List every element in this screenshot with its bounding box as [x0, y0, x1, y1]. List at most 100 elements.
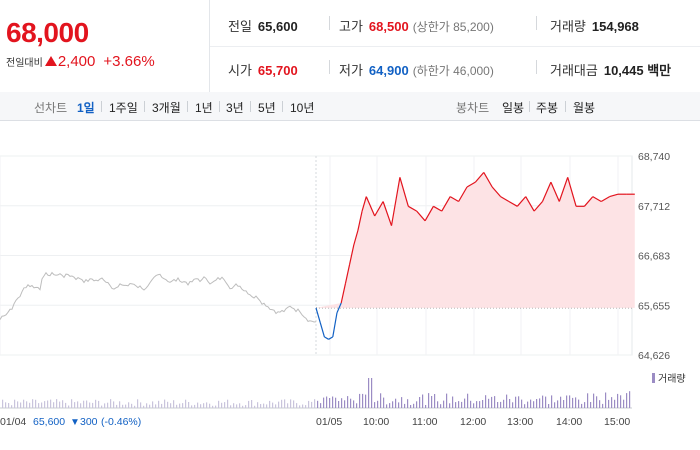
volume-bar — [479, 401, 481, 408]
prev-day-series — [0, 271, 317, 323]
volume-legend-swatch — [652, 373, 655, 383]
stat-separator — [329, 60, 330, 74]
volume-bar — [488, 398, 490, 408]
volume-bar — [188, 402, 190, 408]
y-tick-label: 68,740 — [638, 151, 670, 163]
prev-day-line — [0, 271, 317, 323]
volume-bar — [68, 405, 70, 408]
volume-bar — [128, 402, 130, 408]
volume-bar — [35, 399, 37, 408]
candle-tab-daily[interactable]: 일봉 — [502, 101, 525, 115]
change-value: 2,400 — [57, 53, 96, 70]
volume-bar — [41, 402, 43, 408]
volume-bar — [320, 403, 322, 408]
volume-bar — [278, 401, 280, 408]
volume-bar — [548, 404, 550, 408]
volume-bar — [56, 399, 58, 408]
stat-divider — [210, 46, 700, 47]
volume-bar — [338, 401, 340, 408]
volume-bar — [365, 394, 367, 408]
volume-bar — [542, 395, 544, 408]
change-row: 전일대비 2,400 +3.66% — [6, 53, 155, 70]
x-tick-label: 01/05 — [316, 416, 342, 428]
price-segment — [315, 307, 321, 323]
volume-bar — [203, 403, 205, 408]
tab-divider — [529, 101, 530, 112]
volume-bar — [5, 402, 7, 408]
period-tab-1y[interactable]: 1년 — [195, 101, 213, 115]
volume-bar — [467, 393, 469, 408]
period-tab-1d[interactable]: 1일 — [77, 101, 95, 115]
volume-bar — [164, 399, 166, 408]
period-tab-10y[interactable]: 10년 — [290, 101, 315, 115]
volume-bar — [494, 396, 496, 408]
price-segment — [558, 177, 569, 202]
stat-separator — [536, 60, 537, 74]
volume-bar — [233, 403, 235, 408]
volume-bar — [206, 402, 208, 408]
price-segment — [328, 336, 334, 340]
volume-bar — [230, 405, 232, 408]
candle-tab-weekly[interactable]: 주봉 — [536, 101, 559, 115]
volume-bar — [113, 401, 115, 408]
y-tick-label: 67,712 — [638, 201, 670, 213]
volume-bar — [38, 403, 40, 408]
volume-bar — [437, 401, 439, 408]
volume-bar — [473, 403, 475, 408]
volume-bar — [308, 400, 310, 408]
volume-bar — [227, 399, 229, 408]
upper-limit: (상한가 85,200) — [412, 20, 494, 34]
volume-bar — [302, 404, 304, 408]
volume-bar — [167, 401, 169, 408]
x-tick-label: 10:00 — [363, 416, 389, 428]
candle-tab-monthly[interactable]: 월봉 — [573, 101, 596, 115]
price-segment — [441, 196, 451, 212]
volume-bar — [371, 378, 373, 408]
volume-bar — [62, 400, 64, 408]
volume-bar — [392, 401, 394, 408]
prev-close-label: 전일 — [228, 19, 252, 34]
volume-bar — [404, 403, 406, 408]
volume-bar — [374, 402, 376, 408]
volume-bar — [197, 402, 199, 408]
x-tick-label: 15:00 — [604, 416, 630, 428]
volume-bar — [272, 402, 274, 408]
volume-bar — [470, 400, 472, 408]
price-segment — [408, 205, 417, 212]
volume-bar — [311, 401, 313, 408]
x-axis-labels: 01/04 01/05 10:00 11:00 12:00 13:00 14:00 15:00 — [0, 416, 630, 428]
period-tab-3y[interactable]: 3년 — [226, 101, 244, 115]
low-value: 64,900 — [368, 63, 409, 78]
volume-bar — [551, 395, 553, 408]
price-segment — [474, 172, 485, 183]
volume-bar — [386, 404, 388, 408]
volume-bar — [2, 399, 4, 408]
volume-bar — [449, 403, 451, 408]
amount-stat: 거래대금 10,445 백만 — [550, 60, 671, 79]
volume-legend: 거래량 — [652, 373, 686, 385]
volume-bar — [116, 404, 118, 408]
price-segment — [592, 196, 602, 203]
volume-bar — [260, 404, 262, 408]
volume-bar — [293, 400, 295, 408]
price-segment — [399, 177, 409, 207]
volume-bar — [59, 401, 61, 408]
period-tab-3m[interactable]: 3개월 — [152, 101, 181, 115]
today-series — [315, 172, 635, 340]
price-segment — [550, 181, 560, 202]
volume-bar — [563, 400, 565, 408]
volume-bar — [509, 399, 511, 408]
candle-chart-label: 봉차트 — [456, 101, 490, 115]
volume-bar — [176, 404, 178, 408]
price-segment — [433, 205, 443, 212]
period-tab-5y[interactable]: 5년 — [258, 101, 276, 115]
price-segment — [336, 302, 342, 313]
period-tab-1w[interactable]: 1주일 — [109, 101, 138, 115]
y-tick-label: 65,655 — [638, 300, 670, 312]
price-segment — [416, 210, 426, 222]
volume-bar — [623, 399, 625, 408]
price-segment — [319, 322, 325, 338]
price-segment — [600, 196, 610, 203]
tab-divider — [101, 101, 102, 112]
